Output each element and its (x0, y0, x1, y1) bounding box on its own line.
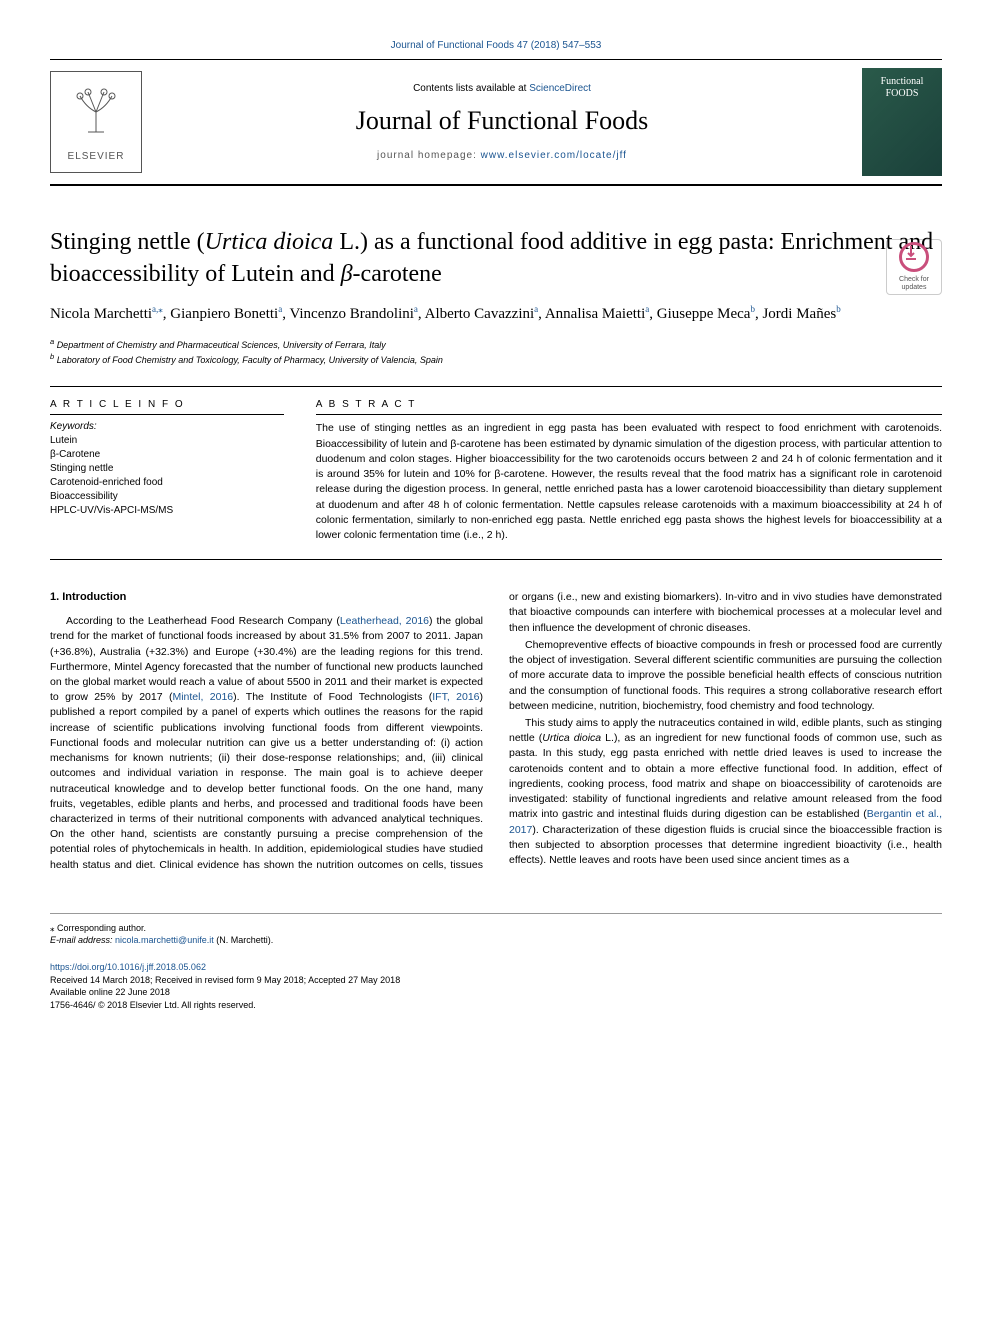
title-species: Urtica dioica (205, 229, 334, 255)
author-4-sup[interactable]: a (645, 304, 649, 314)
cover-line2: FOODS (886, 88, 919, 100)
journal-cover: Functional FOODS (862, 68, 942, 176)
online-line: Available online 22 June 2018 (50, 986, 942, 999)
doi-link[interactable]: https://doi.org/10.1016/j.jff.2018.05.06… (50, 962, 206, 972)
homepage-prefix: journal homepage: (377, 150, 481, 161)
author-5: Giuseppe Meca (657, 306, 751, 322)
author-5-sup[interactable]: b (750, 304, 755, 314)
article-title: Stinging nettle (Urtica dioica L.) as a … (50, 226, 942, 291)
check-updates-text: Check forupdates (899, 276, 929, 291)
keywords-label: Keywords: (50, 421, 284, 432)
email-line: E-mail address: nicola.marchetti@unife.i… (50, 934, 942, 947)
author-1: Gianpiero Bonetti (170, 306, 278, 322)
elsevier-text: ELSEVIER (68, 151, 125, 162)
info-abstract-row: A R T I C L E I N F O Keywords: Lutein β… (50, 386, 942, 560)
author-0-sup[interactable]: a,⁎ (152, 304, 163, 314)
intro-para-3: Chemopreventive effects of bioactive com… (509, 638, 942, 714)
title-part3: -carotene (353, 261, 442, 287)
intro-para-4: This study aims to apply the nutraceutic… (509, 716, 942, 868)
cite-ift[interactable]: IFT, 2016 (432, 691, 479, 703)
author-2-sup[interactable]: a (414, 304, 418, 314)
contents-prefix: Contents lists available at (413, 83, 529, 94)
author-6-sup[interactable]: b (836, 304, 841, 314)
affiliation-b: Laboratory of Food Chemistry and Toxicol… (57, 355, 443, 365)
intro-heading: 1. Introduction (50, 590, 483, 606)
check-updates-icon (899, 242, 929, 272)
copyright-line: 1756-4646/ © 2018 Elsevier Ltd. All righ… (50, 999, 942, 1012)
sciencedirect-link[interactable]: ScienceDirect (529, 83, 591, 94)
author-4: Annalisa Maietti (545, 306, 645, 322)
keywords-list: Lutein β-Carotene Stinging nettle Carote… (50, 434, 284, 518)
corresponding-author: ⁎ Corresponding author. (50, 922, 942, 935)
article-info: A R T I C L E I N F O Keywords: Lutein β… (50, 387, 300, 559)
author-3-sup[interactable]: a (534, 304, 538, 314)
footer: ⁎ Corresponding author. E-mail address: … (50, 913, 942, 1012)
cite-mintel[interactable]: Mintel, 2016 (172, 691, 233, 703)
keyword-4: Bioaccessibility (50, 490, 284, 504)
journal-name: Journal of Functional Foods (162, 106, 842, 136)
keyword-3: Carotenoid-enriched food (50, 476, 284, 490)
abstract-text: The use of stinging nettles as an ingred… (316, 421, 942, 543)
abstract-heading: A B S T R A C T (316, 399, 942, 415)
author-0: Nicola Marchetti (50, 306, 152, 322)
author-2: Vincenzo Brandolini (289, 306, 413, 322)
header-banner: ELSEVIER Contents lists available at Sci… (50, 59, 942, 186)
received-line: Received 14 March 2018; Received in revi… (50, 974, 942, 987)
contents-line: Contents lists available at ScienceDirec… (162, 83, 842, 94)
title-beta: β (341, 261, 353, 287)
email-link[interactable]: nicola.marchetti@unife.it (115, 935, 214, 945)
body-section: 1. Introduction According to the Leather… (50, 590, 942, 873)
keyword-0: Lutein (50, 434, 284, 448)
header-center: Contents lists available at ScienceDirec… (162, 83, 842, 161)
cite-leatherhead[interactable]: Leatherhead, 2016 (340, 615, 429, 627)
article-info-heading: A R T I C L E I N F O (50, 399, 284, 415)
author-3: Alberto Cavazzini (425, 306, 535, 322)
cover-line1: Functional (881, 76, 924, 88)
author-6: Jordi Mañes (762, 306, 836, 322)
keyword-2: Stinging nettle (50, 462, 284, 476)
author-1-sup[interactable]: a (278, 304, 282, 314)
elsevier-logo: ELSEVIER (50, 71, 142, 173)
title-part1: Stinging nettle ( (50, 229, 205, 255)
keyword-1: β-Carotene (50, 448, 284, 462)
affiliation-a: Department of Chemistry and Pharmaceutic… (57, 340, 386, 350)
abstract: A B S T R A C T The use of stinging nett… (300, 387, 942, 559)
keyword-5: HPLC-UV/Vis-APCI-MS/MS (50, 504, 284, 518)
authors: Nicola Marchettia,⁎, Gianpiero Bonettia,… (50, 303, 942, 326)
homepage-link[interactable]: www.elsevier.com/locate/jff (481, 150, 627, 161)
header-citation: Journal of Functional Foods 47 (2018) 54… (50, 40, 942, 51)
elsevier-tree-icon (68, 82, 124, 147)
journal-homepage: journal homepage: www.elsevier.com/locat… (162, 150, 842, 161)
affiliations: a Department of Chemistry and Pharmaceut… (50, 337, 942, 366)
